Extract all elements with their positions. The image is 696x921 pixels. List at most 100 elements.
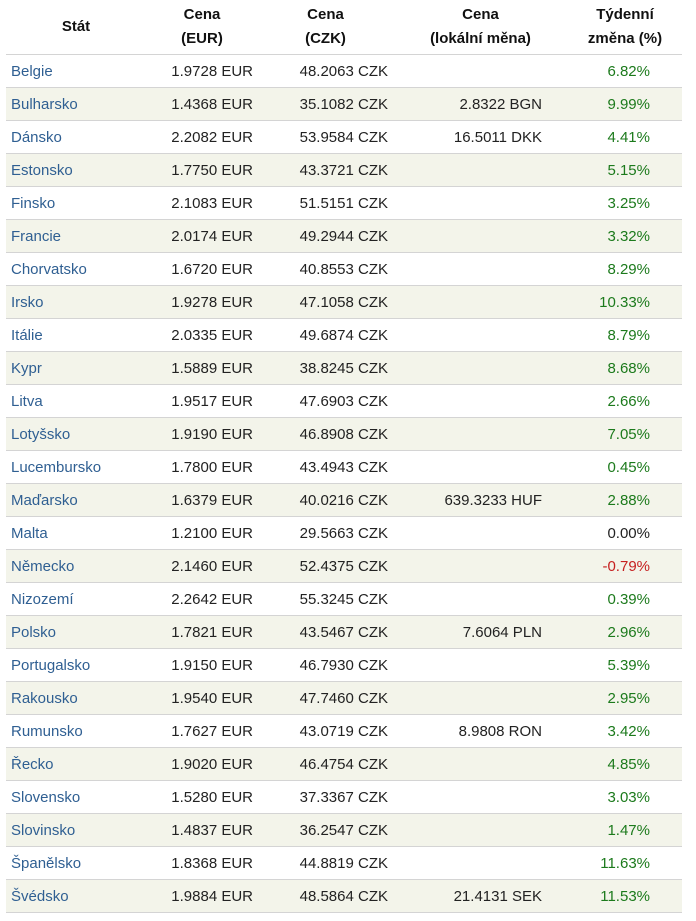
country-link[interactable]: Nizozemí [6,582,146,616]
country-link[interactable]: Polsko [6,615,146,649]
price-eur-cell: 2.2642 EUR [146,582,258,616]
price-local-cell: 21.4131 SEK [393,879,568,913]
weekly-change-cell: 5.39% [568,648,682,682]
country-link[interactable]: Bulharsko [6,87,146,121]
price-eur-cell: 2.1083 EUR [146,186,258,220]
table-row: Slovinsko 1.4837 EUR 36.2547 CZK 1.47% [6,813,682,847]
table-row: Estonsko 1.7750 EUR 43.3721 CZK 5.15% [6,153,682,187]
price-local-cell [393,219,568,253]
weekly-change-cell: 8.68% [568,351,682,385]
price-czk-cell: 48.5864 CZK [258,879,393,913]
weekly-change-cell: -0.79% [568,549,682,583]
price-local-cell [393,351,568,385]
price-eur-cell: 1.9884 EUR [146,879,258,913]
price-eur-cell: 1.6379 EUR [146,483,258,517]
table-row: Portugalsko 1.9150 EUR 46.7930 CZK 5.39% [6,648,682,682]
table-body: Belgie 1.9728 EUR 48.2063 CZK 6.82% Bulharsk… [6,54,682,913]
country-link[interactable]: Maďarsko [6,483,146,517]
table-header: Stát Cena (EUR) Cena (CZK) Cena (lokální… [6,0,682,55]
price-local-cell [393,648,568,682]
price-czk-cell: 40.8553 CZK [258,252,393,286]
price-czk-cell: 36.2547 CZK [258,813,393,847]
price-local-cell [393,450,568,484]
price-local-cell [393,285,568,319]
country-link[interactable]: Lucembursko [6,450,146,484]
price-czk-cell: 47.7460 CZK [258,681,393,715]
price-local-cell [393,318,568,352]
table-row: Bulharsko 1.4368 EUR 35.1082 CZK 2.8322 BGN… [6,87,682,121]
weekly-change-cell: 2.95% [568,681,682,715]
country-link[interactable]: Kypr [6,351,146,385]
price-czk-cell: 53.9584 CZK [258,120,393,154]
weekly-change-cell: 3.25% [568,186,682,220]
weekly-change-cell: 0.39% [568,582,682,616]
country-link[interactable]: Litva [6,384,146,418]
country-link[interactable]: Portugalsko [6,648,146,682]
table-row: Lotyšsko 1.9190 EUR 46.8908 CZK 7.05% [6,417,682,451]
country-link[interactable]: Belgie [6,54,146,88]
country-link[interactable]: Slovensko [6,780,146,814]
table-row: Dánsko 2.2082 EUR 53.9584 CZK 16.5011 DKK 4.… [6,120,682,154]
weekly-change-cell: 1.47% [568,813,682,847]
price-czk-cell: 51.5151 CZK [258,186,393,220]
country-link[interactable]: Švédsko [6,879,146,913]
price-local-cell [393,153,568,187]
weekly-change-cell: 4.85% [568,747,682,781]
country-link[interactable]: Německo [6,549,146,583]
price-local-cell [393,186,568,220]
price-local-cell [393,384,568,418]
weekly-change-cell: 2.66% [568,384,682,418]
table-row: Řecko 1.9020 EUR 46.4754 CZK 4.85% [6,747,682,781]
table-row: Polsko 1.7821 EUR 43.5467 CZK 7.6064 PLN 2.9… [6,615,682,649]
weekly-change-cell: 4.41% [568,120,682,154]
country-link[interactable]: Lotyšsko [6,417,146,451]
price-local-cell: 2.8322 BGN [393,87,568,121]
price-eur-cell: 1.9150 EUR [146,648,258,682]
table-row: Nizozemí 2.2642 EUR 55.3245 CZK 0.39% [6,582,682,616]
table-row: Irsko 1.9278 EUR 47.1058 CZK 10.33% [6,285,682,319]
price-eur-cell: 1.9728 EUR [146,54,258,88]
table-row: Francie 2.0174 EUR 49.2944 CZK 3.32% [6,219,682,253]
price-eur-cell: 2.1460 EUR [146,549,258,583]
country-link[interactable]: Finsko [6,186,146,220]
country-link[interactable]: Řecko [6,747,146,781]
table-row: Finsko 2.1083 EUR 51.5151 CZK 3.25% [6,186,682,220]
header-row: Stát Cena (EUR) Cena (CZK) Cena (lokální… [6,0,682,55]
country-link[interactable]: Rakousko [6,681,146,715]
price-czk-cell: 38.8245 CZK [258,351,393,385]
price-eur-cell: 1.9190 EUR [146,417,258,451]
country-link[interactable]: Rumunsko [6,714,146,748]
header-country: Stát [6,0,146,55]
country-link[interactable]: Estonsko [6,153,146,187]
table-row: Rakousko 1.9540 EUR 47.7460 CZK 2.95% [6,681,682,715]
country-link[interactable]: Malta [6,516,146,550]
country-link[interactable]: Španělsko [6,846,146,880]
country-link[interactable]: Irsko [6,285,146,319]
weekly-change-cell: 7.05% [568,417,682,451]
country-link[interactable]: Francie [6,219,146,253]
country-link[interactable]: Chorvatsko [6,252,146,286]
weekly-change-cell: 3.42% [568,714,682,748]
price-local-cell: 16.5011 DKK [393,120,568,154]
country-link[interactable]: Dánsko [6,120,146,154]
price-eur-cell: 2.0335 EUR [146,318,258,352]
country-link[interactable]: Itálie [6,318,146,352]
weekly-change-cell: 11.63% [568,846,682,880]
price-czk-cell: 35.1082 CZK [258,87,393,121]
country-link[interactable]: Slovinsko [6,813,146,847]
price-czk-cell: 46.7930 CZK [258,648,393,682]
price-czk-cell: 48.2063 CZK [258,54,393,88]
header-price-eur-line2: (EUR) [181,30,223,47]
price-eur-cell: 1.7627 EUR [146,714,258,748]
table-row: Maďarsko 1.6379 EUR 40.0216 CZK 639.3233 HU… [6,483,682,517]
price-eur-cell: 1.4368 EUR [146,87,258,121]
price-czk-cell: 47.6903 CZK [258,384,393,418]
table-row: Chorvatsko 1.6720 EUR 40.8553 CZK 8.29% [6,252,682,286]
weekly-change-cell: 0.45% [568,450,682,484]
price-eur-cell: 1.5280 EUR [146,780,258,814]
table-row: Slovensko 1.5280 EUR 37.3367 CZK 3.03% [6,780,682,814]
price-czk-cell: 29.5663 CZK [258,516,393,550]
price-eur-cell: 1.7750 EUR [146,153,258,187]
header-price-eur-line1: Cena [183,6,221,23]
price-czk-cell: 46.8908 CZK [258,417,393,451]
